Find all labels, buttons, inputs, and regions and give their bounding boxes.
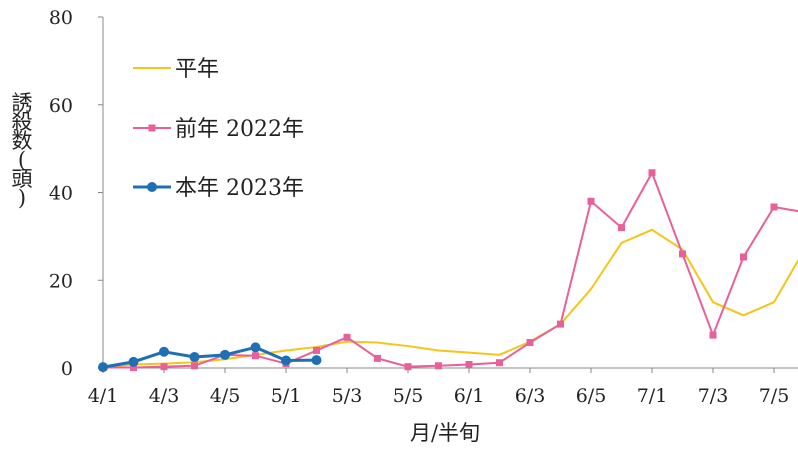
y-axis-title-text: 誘殺数(頭) xyxy=(12,91,33,210)
legend-label: 平年 xyxy=(175,57,219,82)
data-point xyxy=(130,364,137,372)
legend-item-2: 前年 2022年 xyxy=(133,117,304,142)
data-point xyxy=(189,352,200,363)
x-tick-label: 5/3 xyxy=(332,385,363,407)
y-axis-title-char: ) xyxy=(18,186,26,210)
x-tick-label: 4/5 xyxy=(210,385,241,407)
x-tick-label: 5/1 xyxy=(271,385,302,407)
x-axis-title: 月/半旬 xyxy=(410,421,480,445)
data-point xyxy=(281,355,291,366)
legend-label: 本年 2023年 xyxy=(175,176,304,201)
plot-area: 0 20 40 60 80 4/1 4/3 4/5 5/1 5/3 5/5 6/1 6/3 6/5 7/1… xyxy=(49,7,798,407)
data-point xyxy=(250,342,261,353)
series-line xyxy=(102,228,798,369)
legend-item-3: 本年 2023年 xyxy=(133,176,304,201)
x-tick-label: 4/1 xyxy=(88,385,119,407)
y-axis-title: 誘殺数(頭) xyxy=(12,91,33,210)
x-tick-label: 7/3 xyxy=(698,385,729,407)
data-point xyxy=(128,356,139,367)
data-point xyxy=(191,362,198,370)
data-point xyxy=(252,352,259,360)
data-point xyxy=(709,331,717,339)
data-point xyxy=(648,169,656,177)
data-point xyxy=(159,346,169,357)
y-axis-ticks: 0 20 40 60 80 xyxy=(49,7,103,380)
series-line xyxy=(102,345,317,369)
data-point xyxy=(679,250,686,258)
data-point xyxy=(587,197,595,205)
data-point xyxy=(374,354,381,362)
y-axis-title-char: 殺 xyxy=(12,110,33,134)
x-axis-ticks: 4/1 4/3 4/5 5/1 5/3 5/5 6/1 6/3 6/5 7/1 7/3 7/5 xyxy=(88,368,790,407)
data-point xyxy=(618,224,625,232)
y-tick-label: 60 xyxy=(49,95,73,117)
x-tick-label: 6/1 xyxy=(454,385,485,407)
x-tick-label: 6/3 xyxy=(515,385,546,407)
y-axis-title-char: 誘 xyxy=(12,91,33,115)
data-point xyxy=(496,359,503,367)
data-point xyxy=(343,333,351,341)
data-point xyxy=(220,349,230,360)
legend-swatch-marker xyxy=(147,182,157,192)
x-tick-label: 5/5 xyxy=(393,385,424,407)
y-axis-title-char: 数 xyxy=(12,129,33,153)
data-point xyxy=(526,339,534,347)
data-point xyxy=(160,363,168,371)
data-point xyxy=(435,362,442,370)
series-layer xyxy=(98,169,798,373)
legend-item-1: 平年 xyxy=(133,57,219,82)
legend-label: 前年 2022年 xyxy=(175,117,304,142)
y-tick-label: 80 xyxy=(49,7,73,29)
series-3 xyxy=(98,342,322,373)
x-tick-label: 6/5 xyxy=(576,385,607,407)
legend-swatch-marker xyxy=(148,124,156,132)
data-point xyxy=(404,363,412,371)
x-tick-label: 7/5 xyxy=(759,385,790,407)
data-point xyxy=(740,253,747,261)
data-point xyxy=(770,203,778,211)
y-tick-label: 0 xyxy=(61,358,73,380)
y-tick-label: 20 xyxy=(49,270,73,292)
data-point xyxy=(465,360,473,368)
y-axis-title-char: 頭 xyxy=(12,167,33,191)
y-tick-label: 40 xyxy=(49,183,73,205)
y-axis-title-char: ( xyxy=(18,148,26,172)
data-point xyxy=(311,355,322,366)
series-1 xyxy=(102,228,798,369)
data-point xyxy=(98,362,108,373)
data-point xyxy=(313,346,320,354)
data-point xyxy=(557,320,564,328)
x-tick-label: 4/3 xyxy=(149,385,180,407)
x-tick-label: 7/1 xyxy=(637,385,668,407)
